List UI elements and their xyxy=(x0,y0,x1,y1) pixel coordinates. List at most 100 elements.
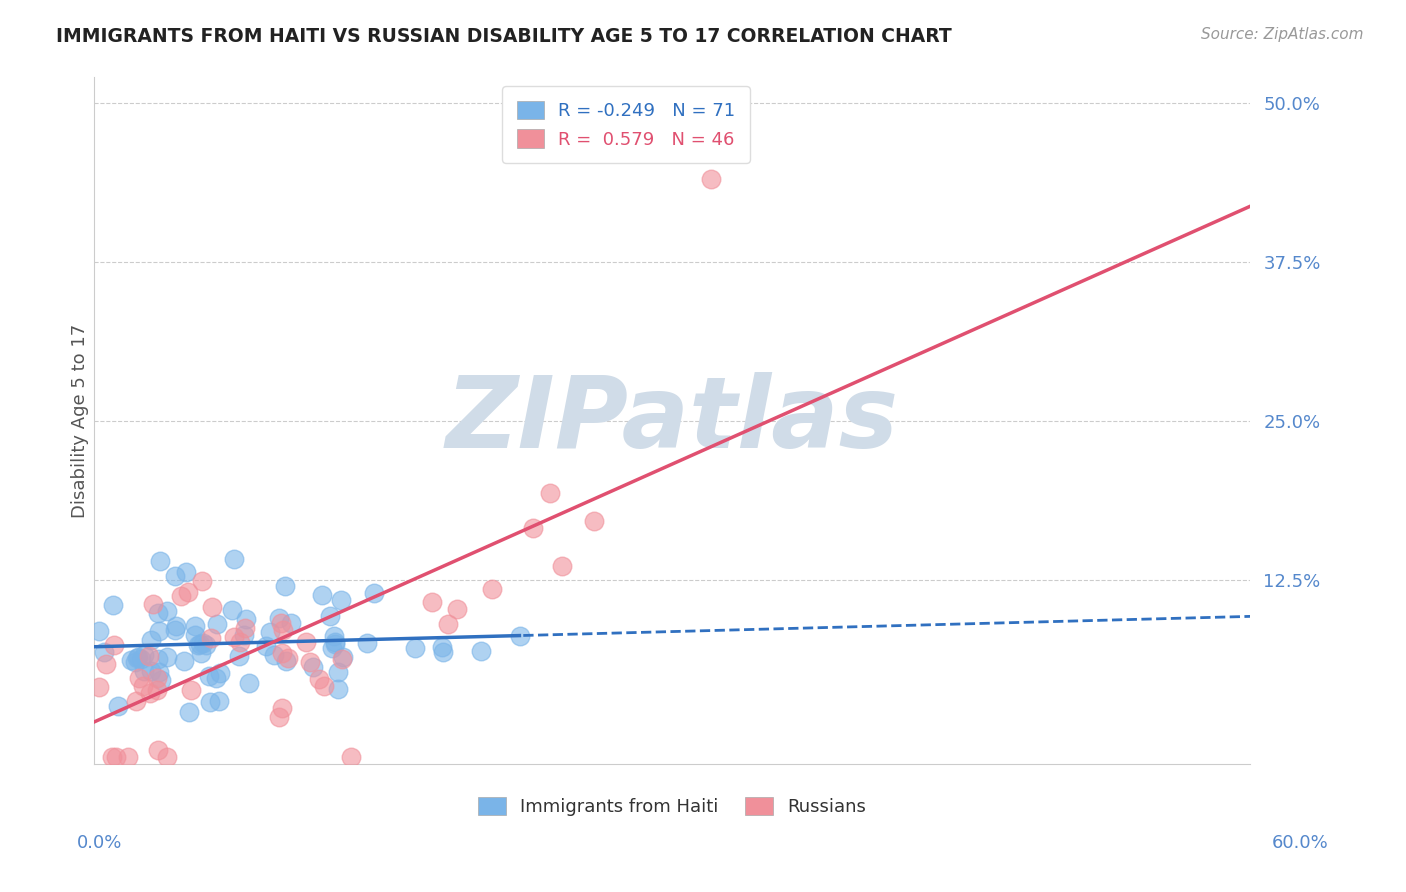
Point xyxy=(146,671,169,685)
Point xyxy=(274,654,297,668)
Point xyxy=(229,635,252,649)
Point xyxy=(311,589,333,603)
Point xyxy=(149,554,172,568)
Point xyxy=(363,586,385,600)
Point xyxy=(420,594,443,608)
Point xyxy=(188,637,211,651)
Point xyxy=(235,621,257,635)
Point xyxy=(522,521,544,535)
Point xyxy=(233,627,256,641)
Point xyxy=(163,623,186,637)
Point xyxy=(103,598,125,612)
Point xyxy=(139,632,162,647)
Text: ZIPatlas: ZIPatlas xyxy=(446,372,898,469)
Point xyxy=(330,652,353,666)
Point xyxy=(437,617,460,632)
Point xyxy=(139,664,162,678)
Point xyxy=(699,172,721,186)
Point xyxy=(221,603,243,617)
Point xyxy=(238,675,260,690)
Point xyxy=(446,601,468,615)
Point xyxy=(205,617,228,632)
Point xyxy=(89,680,111,694)
Point xyxy=(470,644,492,658)
Point xyxy=(128,671,150,685)
Point xyxy=(551,559,574,574)
Point xyxy=(308,673,330,687)
Point xyxy=(294,634,316,648)
Point xyxy=(149,673,172,687)
Point xyxy=(274,579,297,593)
Point xyxy=(139,686,162,700)
Point xyxy=(191,636,214,650)
Point xyxy=(127,650,149,665)
Point xyxy=(120,652,142,666)
Point xyxy=(323,629,346,643)
Point xyxy=(339,750,361,764)
Point xyxy=(432,645,454,659)
Point xyxy=(179,705,201,719)
Point xyxy=(259,624,281,639)
Point xyxy=(127,650,149,665)
Point xyxy=(432,640,454,654)
Point xyxy=(271,623,294,637)
Point xyxy=(156,649,179,664)
Point xyxy=(280,616,302,631)
Point xyxy=(298,655,321,669)
Point xyxy=(328,681,350,696)
Text: 60.0%: 60.0% xyxy=(1272,834,1329,852)
Point xyxy=(156,750,179,764)
Point xyxy=(107,698,129,713)
Point xyxy=(208,666,231,681)
Point xyxy=(312,679,335,693)
Point xyxy=(187,638,209,652)
Point xyxy=(131,651,153,665)
Y-axis label: Disability Age 5 to 17: Disability Age 5 to 17 xyxy=(72,324,89,517)
Point xyxy=(201,599,224,614)
Point xyxy=(170,589,193,603)
Point xyxy=(583,514,606,528)
Point xyxy=(103,638,125,652)
Point xyxy=(117,750,139,764)
Point xyxy=(319,609,342,624)
Point xyxy=(321,640,343,655)
Point xyxy=(146,743,169,757)
Point xyxy=(163,569,186,583)
Point xyxy=(125,694,148,708)
Point xyxy=(146,683,169,698)
Point xyxy=(96,657,118,671)
Point xyxy=(205,671,228,685)
Point xyxy=(101,750,124,764)
Point xyxy=(177,585,200,599)
Point xyxy=(301,660,323,674)
Point xyxy=(323,637,346,651)
Point xyxy=(132,648,155,662)
Point xyxy=(191,574,214,588)
Point xyxy=(228,648,250,663)
Point xyxy=(404,641,426,656)
Point xyxy=(277,651,299,665)
Point xyxy=(180,683,202,698)
Point xyxy=(138,648,160,663)
Text: 0.0%: 0.0% xyxy=(77,834,122,852)
Point xyxy=(208,694,231,708)
Point xyxy=(328,665,350,679)
Point xyxy=(184,627,207,641)
Point xyxy=(195,639,218,653)
Text: IMMIGRANTS FROM HAITI VS RUSSIAN DISABILITY AGE 5 TO 17 CORRELATION CHART: IMMIGRANTS FROM HAITI VS RUSSIAN DISABIL… xyxy=(56,27,952,45)
Point xyxy=(509,630,531,644)
Point xyxy=(538,485,561,500)
Point xyxy=(156,604,179,618)
Text: Source: ZipAtlas.com: Source: ZipAtlas.com xyxy=(1201,27,1364,42)
Point xyxy=(200,631,222,645)
Point xyxy=(269,710,291,724)
Point xyxy=(142,597,165,611)
Point xyxy=(235,612,257,626)
Point xyxy=(267,611,290,625)
Point xyxy=(198,669,221,683)
Point xyxy=(176,565,198,579)
Point xyxy=(481,582,503,596)
Point xyxy=(93,645,115,659)
Point xyxy=(270,616,292,631)
Point xyxy=(146,652,169,666)
